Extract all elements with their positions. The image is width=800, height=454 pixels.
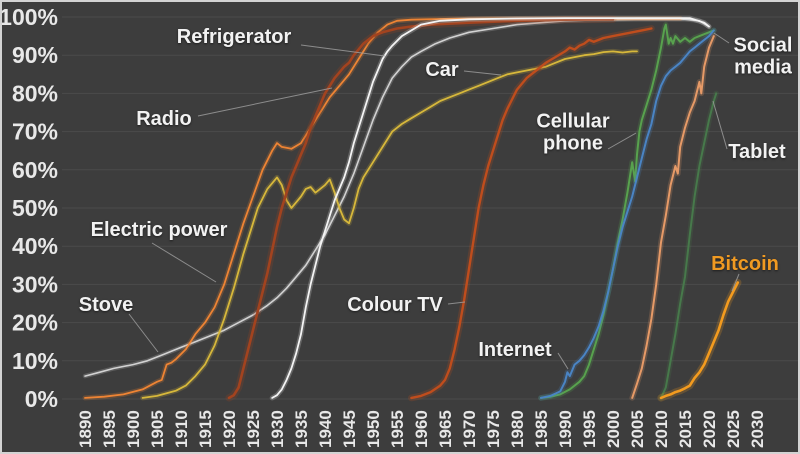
svg-text:1940: 1940 bbox=[316, 410, 335, 448]
svg-text:2015: 2015 bbox=[676, 410, 695, 448]
svg-text:1920: 1920 bbox=[220, 410, 239, 448]
svg-text:1950: 1950 bbox=[364, 410, 383, 448]
svg-text:1890: 1890 bbox=[76, 410, 95, 448]
svg-text:2000: 2000 bbox=[604, 410, 623, 448]
svg-text:2020: 2020 bbox=[700, 410, 719, 448]
svg-text:40%: 40% bbox=[12, 233, 58, 259]
svg-text:2025: 2025 bbox=[724, 410, 743, 448]
svg-text:1925: 1925 bbox=[244, 410, 263, 448]
svg-text:1975: 1975 bbox=[484, 410, 503, 448]
svg-text:1910: 1910 bbox=[172, 410, 191, 448]
svg-text:2030: 2030 bbox=[748, 410, 767, 448]
svg-text:1900: 1900 bbox=[124, 410, 143, 448]
svg-text:2010: 2010 bbox=[652, 410, 671, 448]
svg-text:20%: 20% bbox=[12, 310, 58, 336]
svg-text:1980: 1980 bbox=[508, 410, 527, 448]
svg-text:1985: 1985 bbox=[532, 410, 551, 448]
svg-text:70%: 70% bbox=[12, 119, 58, 145]
svg-text:50%: 50% bbox=[12, 195, 58, 221]
svg-text:1965: 1965 bbox=[436, 410, 455, 448]
svg-text:100%: 100% bbox=[2, 4, 58, 30]
svg-text:1990: 1990 bbox=[556, 410, 575, 448]
svg-text:1955: 1955 bbox=[388, 410, 407, 448]
svg-text:60%: 60% bbox=[12, 157, 58, 183]
svg-text:80%: 80% bbox=[12, 80, 58, 106]
svg-text:1960: 1960 bbox=[412, 410, 431, 448]
svg-text:90%: 90% bbox=[12, 42, 58, 68]
svg-text:1895: 1895 bbox=[100, 410, 119, 448]
svg-text:1915: 1915 bbox=[196, 410, 215, 448]
svg-text:1905: 1905 bbox=[148, 410, 167, 448]
svg-text:2005: 2005 bbox=[628, 410, 647, 448]
svg-text:1945: 1945 bbox=[340, 410, 359, 448]
svg-text:1995: 1995 bbox=[580, 410, 599, 448]
svg-text:1930: 1930 bbox=[268, 410, 287, 448]
svg-text:30%: 30% bbox=[12, 271, 58, 297]
svg-text:10%: 10% bbox=[12, 348, 58, 374]
svg-text:0%: 0% bbox=[25, 386, 58, 412]
svg-text:1935: 1935 bbox=[292, 410, 311, 448]
svg-text:1970: 1970 bbox=[460, 410, 479, 448]
